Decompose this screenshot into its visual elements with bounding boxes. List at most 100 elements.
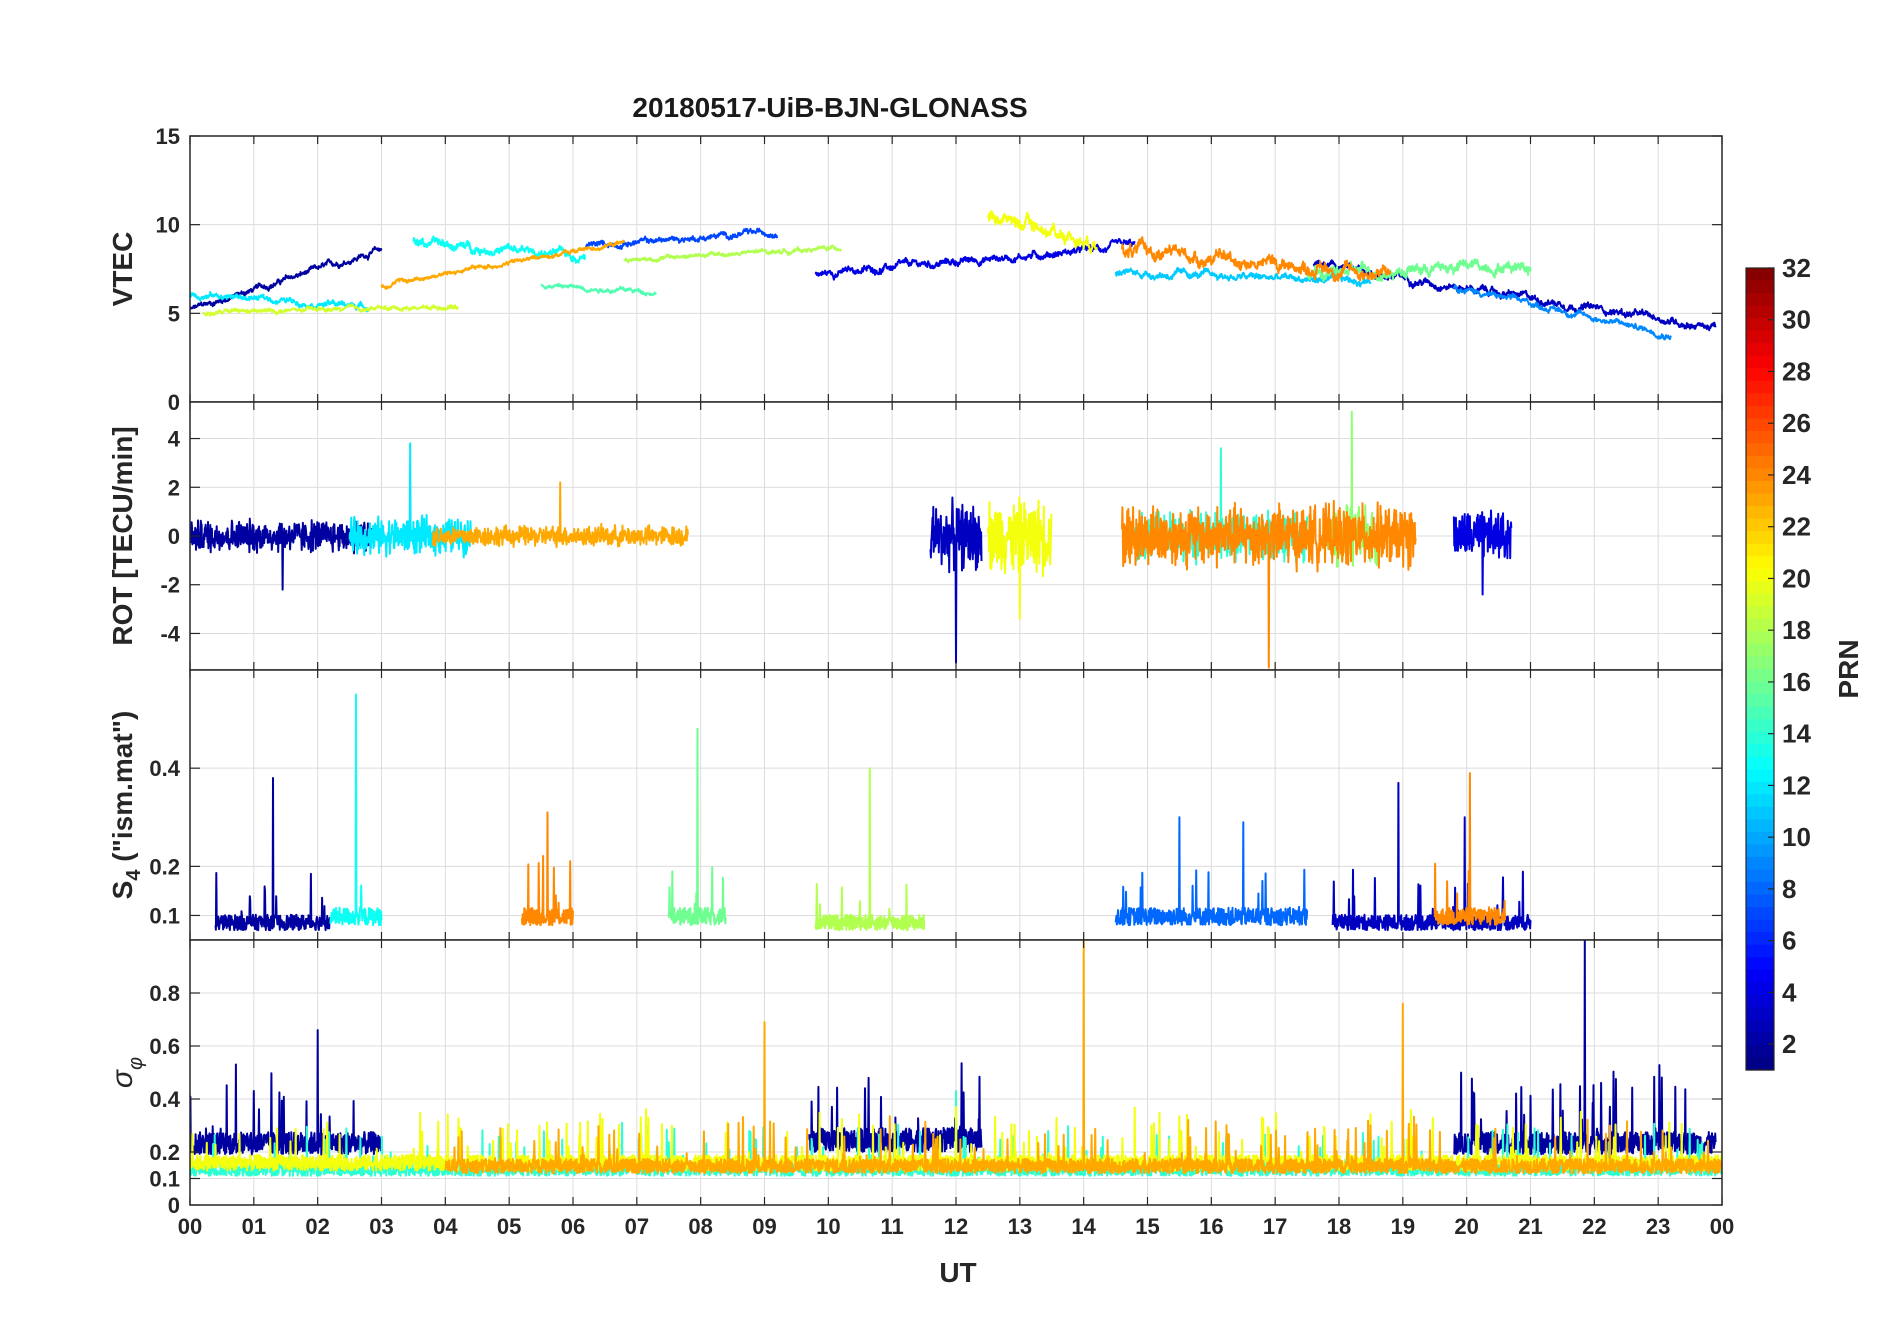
colorbar-segment <box>1746 430 1774 445</box>
y-tick-label: 0.2 <box>149 854 180 879</box>
x-tick-label: 11 <box>881 1214 904 1239</box>
colorbar-segment <box>1746 982 1774 996</box>
y-axis-title: σφ <box>106 1057 147 1088</box>
y-tick-label: 5 <box>168 301 180 326</box>
colorbar-segment <box>1746 393 1774 407</box>
colorbar-segment <box>1746 468 1774 482</box>
colorbar-tick-label: 8 <box>1782 874 1796 904</box>
colorbar-tick-label: 30 <box>1782 305 1811 335</box>
y-tick-label: 0.1 <box>149 1167 180 1192</box>
series-line-prn-24 <box>520 811 574 927</box>
colorbar-segment <box>1746 969 1774 983</box>
y-tick-label: 10 <box>156 213 180 238</box>
colorbar-segment <box>1746 418 1774 432</box>
colorbar-segment <box>1746 744 1774 758</box>
colorbar-tick-label: 16 <box>1782 667 1811 697</box>
y-tick-label: 2 <box>168 475 180 500</box>
x-tick-label: 03 <box>369 1214 393 1239</box>
series-line-prn-12 <box>190 290 370 313</box>
chart-title: 20180517-UiB-BJN-GLONASS <box>632 92 1027 123</box>
colorbar-segment <box>1746 343 1774 357</box>
x-tick-label: 20 <box>1454 1214 1478 1239</box>
colorbar-tick-label: 10 <box>1782 822 1811 852</box>
series-line-prn-16 <box>1306 258 1532 282</box>
y-tick-label: 0.6 <box>149 1034 180 1059</box>
colorbar-tick-label: 18 <box>1782 615 1811 645</box>
colorbar-segment <box>1746 1057 1774 1071</box>
x-tick-label: 19 <box>1391 1214 1415 1239</box>
x-tick-labels: 00 01 02 03 04 05 06 07 08 09 10 11 12 13 14 15 16 17 18 19… <box>178 1214 1734 1239</box>
colorbar-segment <box>1746 719 1774 733</box>
series-line-prn-2 <box>190 245 383 311</box>
colorbar-segment <box>1746 1007 1774 1021</box>
colorbar-segment <box>1746 606 1774 620</box>
series-group <box>190 940 1722 1177</box>
x-tick-label: 01 <box>242 1214 266 1239</box>
colorbar-segment <box>1746 368 1774 382</box>
colorbar-segment <box>1746 568 1774 582</box>
colorbar-segment <box>1746 794 1774 808</box>
colorbar-segment <box>1746 493 1774 507</box>
y-tick-label: 15 <box>156 124 180 149</box>
colorbar-segment <box>1746 330 1774 344</box>
colorbar-segment <box>1746 882 1774 896</box>
series-line-prn-11 <box>1114 266 1372 288</box>
colorbar-tick-label: 20 <box>1782 563 1811 593</box>
series-group <box>214 693 1532 932</box>
series-line-prn-20 <box>986 210 1098 254</box>
colorbar-segment <box>1746 318 1774 332</box>
colorbar-segment <box>1746 781 1774 795</box>
colorbar-segment <box>1746 756 1774 770</box>
colorbar-segment <box>1746 531 1774 545</box>
x-tick-label: 15 <box>1135 1214 1159 1239</box>
series-line-prn-20 <box>986 496 1053 620</box>
series-line-prn-8 <box>1114 816 1309 927</box>
x-tick-label: 06 <box>561 1214 585 1239</box>
colorbar-segment <box>1746 907 1774 921</box>
series-line-prn-13 <box>412 235 587 264</box>
colorbar-segment <box>1746 706 1774 720</box>
x-tick-label: 13 <box>1008 1214 1032 1239</box>
colorbar-segment <box>1746 481 1774 495</box>
series-line-prn-13 <box>329 693 383 927</box>
y-tick-label: -2 <box>160 573 180 598</box>
x-tick-label: 05 <box>497 1214 521 1239</box>
colorbar-segment <box>1746 380 1774 394</box>
y-axis-title: S4 ("ism.mat") <box>107 711 145 900</box>
colorbar-segment <box>1746 518 1774 532</box>
series-line-prn-15 <box>540 282 657 297</box>
series-line-prn-18 <box>623 244 843 264</box>
colorbar-label: PRN <box>1833 639 1864 698</box>
colorbar-frame <box>1745 267 1775 1071</box>
colorbar-segment <box>1746 932 1774 946</box>
series-line-prn-24 <box>1433 772 1506 926</box>
panel-sigma_phi: 00.10.2 0.4 0.6 0.8 σφ <box>106 939 1723 1218</box>
y-tick-label: 4 <box>168 427 181 452</box>
x-tick-label: 10 <box>816 1214 840 1239</box>
y-tick-label: -4 <box>160 621 180 646</box>
colorbar-segment <box>1746 1044 1774 1059</box>
y-tick-label: 0.4 <box>149 756 180 781</box>
colorbar-segment <box>1746 894 1774 908</box>
colorbar-tick-label: 14 <box>1782 719 1811 749</box>
series-line-prn-23 <box>431 481 689 549</box>
x-tick-label: 00 <box>178 1214 202 1239</box>
x-tick-label: 22 <box>1582 1214 1606 1239</box>
colorbar-tick-label: 22 <box>1782 512 1811 542</box>
x-tick-label: 07 <box>625 1214 649 1239</box>
colorbar-segment <box>1746 994 1774 1008</box>
series-line-prn-16 <box>667 727 727 927</box>
panel-vtec: 0 5 10 15 VTEC <box>107 124 1723 415</box>
colorbar-tick-label: 12 <box>1782 770 1811 800</box>
x-tick-label: 14 <box>1071 1214 1096 1239</box>
x-tick-label: 02 <box>305 1214 329 1239</box>
colorbar-segment <box>1746 593 1774 607</box>
series-line-prn-19 <box>202 303 459 317</box>
colorbar-tick-label: 4 <box>1782 977 1797 1007</box>
colorbar-tick-label: 28 <box>1782 356 1811 386</box>
y-tick-label: 0.2 <box>149 1140 180 1165</box>
colorbar-tick-label: 32 <box>1782 253 1811 283</box>
y-tick-label: 0 <box>168 1193 180 1218</box>
